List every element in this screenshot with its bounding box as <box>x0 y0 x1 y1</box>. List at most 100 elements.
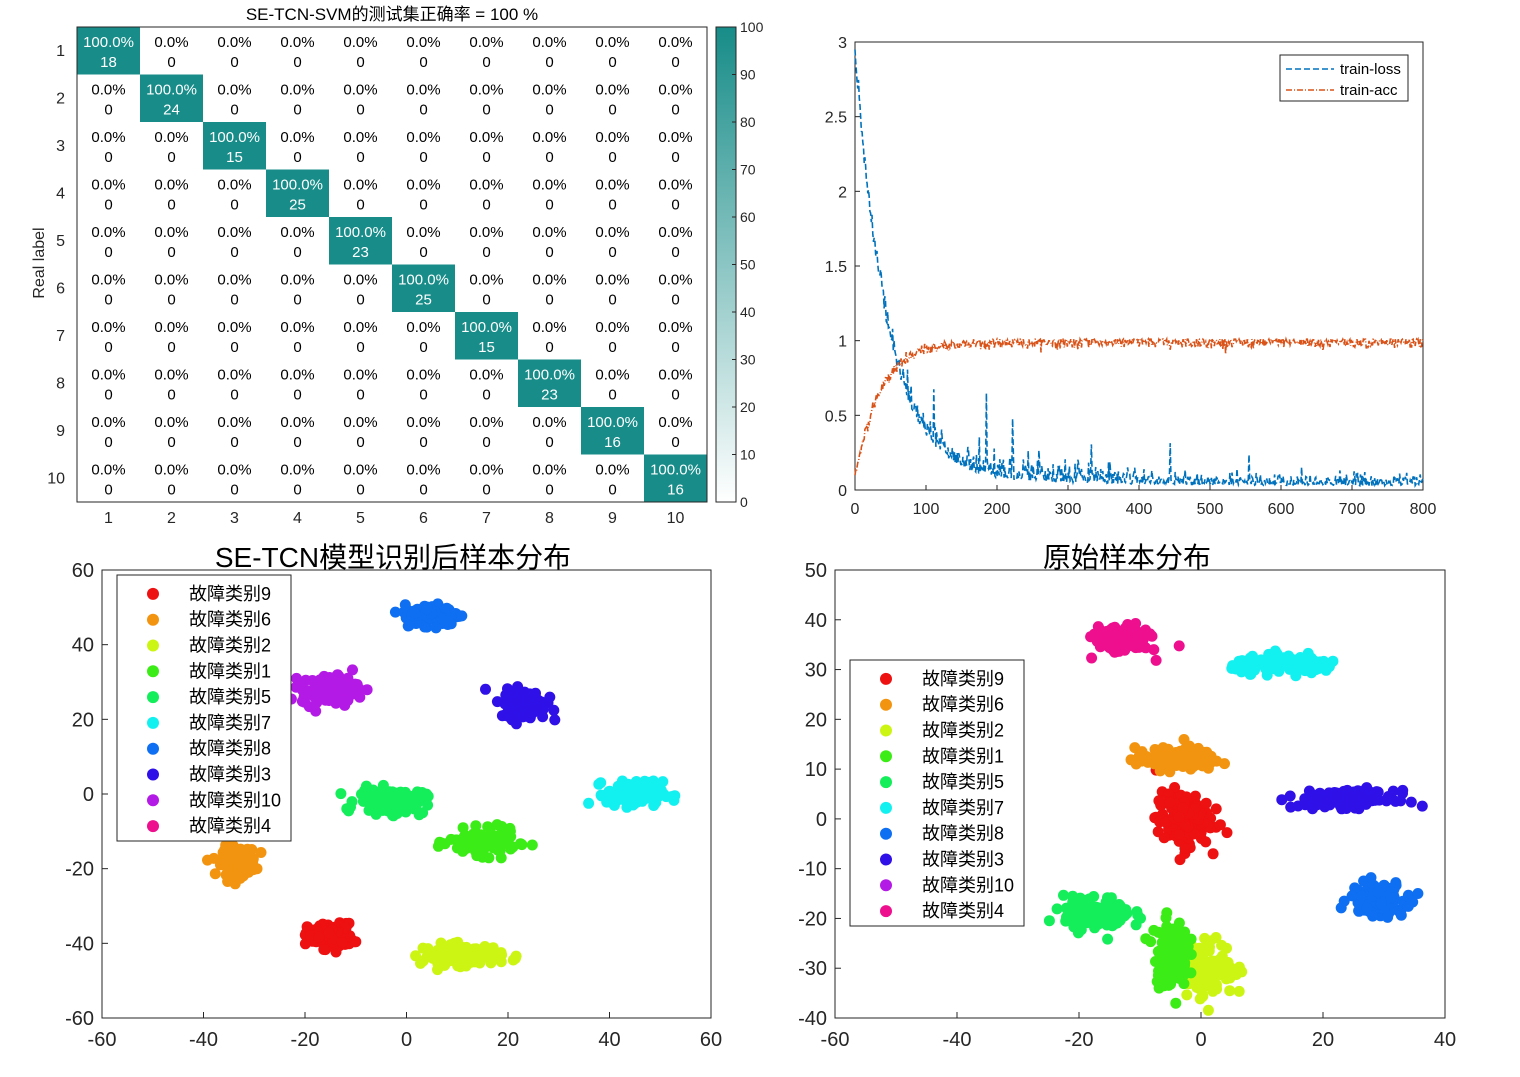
scatter-point <box>1195 755 1206 767</box>
scatter-point <box>413 792 425 804</box>
cell-count-label: 0 <box>671 434 679 451</box>
cell-count-label: 0 <box>293 434 301 451</box>
scatter-point <box>421 603 433 615</box>
matrix-cell <box>581 27 644 75</box>
cell-count-label: 0 <box>104 149 112 166</box>
scatter-point <box>330 946 342 958</box>
scatter-point <box>1416 800 1428 812</box>
y-tick-label: 1.5 <box>825 259 847 276</box>
matrix-cell <box>455 312 518 360</box>
matrix-cell <box>455 407 518 455</box>
matrix-cell <box>203 264 266 312</box>
cell-count-label: 0 <box>608 481 616 498</box>
matrix-cell <box>455 74 518 122</box>
scatter-point <box>413 809 425 821</box>
y-tick-label: 9 <box>56 423 65 440</box>
matrix-cell <box>581 312 644 360</box>
scatter-point <box>1200 836 1212 848</box>
x-tick-label: 700 <box>1339 501 1366 518</box>
cell-percent-label: 100.0% <box>398 271 449 288</box>
cell-count-label: 0 <box>419 386 427 403</box>
scatter-point <box>1219 758 1230 770</box>
matrix-cell <box>266 74 329 122</box>
cell-percent-label: 0.0% <box>217 176 251 193</box>
matrix-cell <box>329 359 392 407</box>
cell-percent-label: 0.0% <box>469 81 503 98</box>
scatter-point <box>1207 848 1219 860</box>
cell-count-label: 0 <box>671 101 679 118</box>
matrix-cell <box>140 74 203 122</box>
scatter-point <box>1385 892 1397 904</box>
matrix-cell <box>644 312 707 360</box>
cell-percent-label: 0.0% <box>343 366 377 383</box>
scatter-point <box>1184 740 1195 752</box>
scatter-point <box>1156 754 1168 766</box>
matrix-cell <box>455 454 518 502</box>
scatter-point <box>1118 906 1130 918</box>
y-tick-label: 60 <box>72 560 94 582</box>
cell-count-label: 0 <box>167 481 175 498</box>
scatter-point <box>1131 906 1143 918</box>
scatter-point <box>237 870 249 882</box>
matrix-cell <box>329 74 392 122</box>
matrix-cell <box>329 454 392 502</box>
scatter-point <box>1179 819 1191 831</box>
matrix-cell <box>581 74 644 122</box>
scatter-point <box>1177 748 1189 760</box>
scatter-point <box>409 607 421 619</box>
scatter-point <box>1163 928 1175 940</box>
cell-count-label: 0 <box>356 196 364 213</box>
cell-percent-label: 0.0% <box>91 366 125 383</box>
cell-count-label: 0 <box>545 481 553 498</box>
cell-count-label: 0 <box>293 244 301 261</box>
cell-percent-label: 0.0% <box>154 461 188 478</box>
cell-count-label: 0 <box>167 386 175 403</box>
colorbar-tick-label: 100 <box>740 19 764 35</box>
scatter-point <box>310 705 322 717</box>
cell-percent-label: 100.0% <box>146 81 197 98</box>
scatter-point <box>482 821 494 833</box>
scatter-point <box>1107 624 1119 636</box>
matrix-cell <box>455 359 518 407</box>
cell-count-label: 0 <box>545 149 553 166</box>
scatter-point <box>311 689 322 701</box>
cell-count-label: 0 <box>608 54 616 71</box>
cell-percent-label: 0.0% <box>658 414 692 431</box>
colorbar-tick-label: 60 <box>740 209 756 225</box>
scatter-point <box>1395 909 1407 921</box>
cell-percent-label: 100.0% <box>650 461 701 478</box>
cell-count-label: 0 <box>671 244 679 261</box>
y-tick-label: 4 <box>56 185 65 202</box>
cell-count-label: 0 <box>482 386 490 403</box>
cell-count-label: 0 <box>671 149 679 166</box>
scatter-point <box>1058 889 1069 901</box>
scatter-point <box>1397 787 1408 799</box>
matrix-cell <box>581 169 644 217</box>
y-tick-label: -40 <box>65 933 94 955</box>
scatter-point <box>336 937 348 949</box>
scatter-point <box>1303 785 1315 797</box>
matrix-cell <box>77 454 140 502</box>
cell-count-label: 0 <box>230 291 238 308</box>
matrix-cell <box>266 454 329 502</box>
legend-marker <box>147 587 159 600</box>
scatter-point <box>1149 744 1161 755</box>
x-tick-label: 300 <box>1055 501 1082 518</box>
cell-count-label: 0 <box>293 149 301 166</box>
scatter-point <box>1367 910 1379 922</box>
scatter-point <box>329 691 341 703</box>
scatter-point <box>1129 742 1141 754</box>
colorbar-tick-label: 90 <box>740 67 756 83</box>
scatter-point <box>1266 658 1278 670</box>
y-tick-label: 7 <box>56 328 65 345</box>
y-tick-label: 3 <box>838 35 847 52</box>
cell-count-label: 0 <box>356 434 364 451</box>
scatter-point <box>495 956 507 968</box>
scatter-point <box>1164 753 1176 765</box>
matrix-cell <box>518 312 581 360</box>
x-tick-label: 0 <box>401 1029 412 1051</box>
matrix-cell <box>455 217 518 265</box>
cell-percent-label: 0.0% <box>658 271 692 288</box>
y-tick-label: 2 <box>838 184 847 201</box>
scatter-point <box>1285 801 1297 813</box>
